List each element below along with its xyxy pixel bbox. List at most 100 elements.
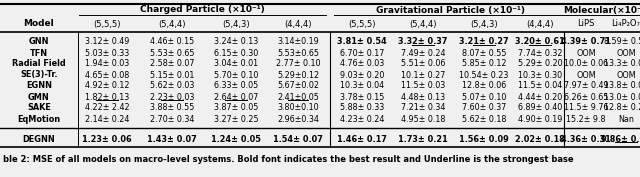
Text: 6.15± 0.30: 6.15± 0.30 xyxy=(214,48,258,58)
Text: 10.1± 0.27: 10.1± 0.27 xyxy=(401,70,445,79)
Text: 5.70± 0.10: 5.70± 0.10 xyxy=(214,70,258,79)
Text: 7.49± 0.24: 7.49± 0.24 xyxy=(401,48,445,58)
Text: 4.44± 0.20: 4.44± 0.20 xyxy=(518,93,562,101)
Text: 3.12± 0.49: 3.12± 0.49 xyxy=(85,38,129,47)
Text: 6.89± 0.40: 6.89± 0.40 xyxy=(518,104,562,113)
Text: (5,5,5): (5,5,5) xyxy=(348,19,376,28)
Text: 9.03± 0.20: 9.03± 0.20 xyxy=(340,70,384,79)
Text: 13.8± 0.04: 13.8± 0.04 xyxy=(604,81,640,90)
Text: 3.88± 0.55: 3.88± 0.55 xyxy=(150,104,194,113)
Text: ble 2: MSE of all models on macro-level systems. Bold font indicates the best re: ble 2: MSE of all models on macro-level … xyxy=(3,155,573,164)
Text: 12.8± 0.06: 12.8± 0.06 xyxy=(462,81,506,90)
Text: 13.0± 0.04: 13.0± 0.04 xyxy=(604,93,640,101)
Text: 2.77± 0.10: 2.77± 0.10 xyxy=(276,59,320,68)
Text: 1.73± 0.21: 1.73± 0.21 xyxy=(398,135,448,144)
Text: 5.29±0.12: 5.29±0.12 xyxy=(277,70,319,79)
Text: 1.82± 0.13: 1.82± 0.13 xyxy=(85,93,129,101)
Text: 4.95± 0.18: 4.95± 0.18 xyxy=(401,115,445,124)
Text: 11.5± 0.04: 11.5± 0.04 xyxy=(518,81,562,90)
Text: 4.36± 0.31: 4.36± 0.31 xyxy=(561,135,611,144)
Text: 2.02± 0.18: 2.02± 0.18 xyxy=(515,135,565,144)
Text: 3.80±0.10: 3.80±0.10 xyxy=(277,104,319,113)
Text: Gravitational Particle (×10⁻¹): Gravitational Particle (×10⁻¹) xyxy=(376,5,525,15)
Text: SE(3)-Tr.: SE(3)-Tr. xyxy=(20,70,58,79)
Text: (4,4,4): (4,4,4) xyxy=(526,19,554,28)
Text: 15.2± 9.8: 15.2± 9.8 xyxy=(566,115,605,124)
Text: 2.70± 0.34: 2.70± 0.34 xyxy=(150,115,194,124)
Text: 2.96±0.34: 2.96±0.34 xyxy=(277,115,319,124)
Text: 2.41±0.05: 2.41±0.05 xyxy=(277,93,319,101)
Text: GNN: GNN xyxy=(29,38,49,47)
Text: 3.24± 0.13: 3.24± 0.13 xyxy=(214,38,258,47)
Text: OOM: OOM xyxy=(616,70,636,79)
Text: 3.04± 0.01: 3.04± 0.01 xyxy=(214,59,258,68)
Text: (5,4,4): (5,4,4) xyxy=(409,19,436,28)
Text: 1.46± 0.17: 1.46± 0.17 xyxy=(337,135,387,144)
Text: 7.97± 0.49: 7.97± 0.49 xyxy=(564,81,608,90)
Text: 1.24± 0.05: 1.24± 0.05 xyxy=(211,135,261,144)
Text: 5.62± 0.03: 5.62± 0.03 xyxy=(150,81,194,90)
Text: (5,4,3): (5,4,3) xyxy=(470,19,498,28)
Text: EqMotion: EqMotion xyxy=(17,115,61,124)
Text: Nan: Nan xyxy=(618,115,634,124)
Text: 5.29± 0.20: 5.29± 0.20 xyxy=(518,59,563,68)
Text: 1.94± 0.03: 1.94± 0.03 xyxy=(85,59,129,68)
Text: 4.46± 0.15: 4.46± 0.15 xyxy=(150,38,194,47)
Text: 6.26± 0.65: 6.26± 0.65 xyxy=(564,93,608,101)
Text: 10.0± 0.06: 10.0± 0.06 xyxy=(564,59,608,68)
Text: 7.21± 0.34: 7.21± 0.34 xyxy=(401,104,445,113)
Text: 2.58± 0.07: 2.58± 0.07 xyxy=(150,59,195,68)
Text: 7.60± 0.37: 7.60± 0.37 xyxy=(462,104,506,113)
Text: 10.3± 0.04: 10.3± 0.04 xyxy=(340,81,384,90)
Text: 5.15± 0.01: 5.15± 0.01 xyxy=(150,70,194,79)
Text: 8.59± 0.51: 8.59± 0.51 xyxy=(604,38,640,47)
Text: 1.43± 0.07: 1.43± 0.07 xyxy=(147,135,197,144)
Text: 7.74± 0.32: 7.74± 0.32 xyxy=(518,48,563,58)
Text: Radial Field: Radial Field xyxy=(12,59,66,68)
Text: 1.54± 0.07: 1.54± 0.07 xyxy=(273,135,323,144)
Text: GMN: GMN xyxy=(28,93,50,101)
Text: 2.64± 0.07: 2.64± 0.07 xyxy=(214,93,258,101)
Text: (5,4,4): (5,4,4) xyxy=(158,19,186,28)
Text: (4,4,4): (4,4,4) xyxy=(284,19,312,28)
Text: OOM: OOM xyxy=(576,70,596,79)
Text: 11.5± 0.03: 11.5± 0.03 xyxy=(401,81,445,90)
Text: Model: Model xyxy=(24,19,54,28)
Text: 8.07± 0.55: 8.07± 0.55 xyxy=(461,48,506,58)
Text: 5.03± 0.33: 5.03± 0.33 xyxy=(85,48,129,58)
Text: 3.21± 0.27: 3.21± 0.27 xyxy=(459,38,509,47)
Text: 4.65± 0.08: 4.65± 0.08 xyxy=(85,70,129,79)
Text: (5,4,3): (5,4,3) xyxy=(222,19,250,28)
Text: 6.33± 0.05: 6.33± 0.05 xyxy=(214,81,258,90)
Text: 3.32± 0.37: 3.32± 0.37 xyxy=(398,38,448,47)
Text: DEGNN: DEGNN xyxy=(22,135,56,144)
Text: 2.23± 0.03: 2.23± 0.03 xyxy=(150,93,194,101)
Text: 5.53± 0.65: 5.53± 0.65 xyxy=(150,48,195,58)
Text: OOM: OOM xyxy=(576,48,596,58)
Text: 12.8± 0.27: 12.8± 0.27 xyxy=(604,104,640,113)
Text: 4.23± 0.24: 4.23± 0.24 xyxy=(340,115,384,124)
Text: 6.70± 0.17: 6.70± 0.17 xyxy=(340,48,384,58)
Text: 5.62± 0.18: 5.62± 0.18 xyxy=(462,115,506,124)
Text: 11.5± 9.76: 11.5± 9.76 xyxy=(564,104,608,113)
Text: SAKE: SAKE xyxy=(27,104,51,113)
Text: 5.85± 0.12: 5.85± 0.12 xyxy=(461,59,506,68)
Text: 4.48± 0.13: 4.48± 0.13 xyxy=(401,93,445,101)
Text: 3.81± 0.54: 3.81± 0.54 xyxy=(337,38,387,47)
Text: EGNN: EGNN xyxy=(26,81,52,90)
Text: 1.56± 0.09: 1.56± 0.09 xyxy=(459,135,509,144)
Text: 4.76± 0.03: 4.76± 0.03 xyxy=(340,59,384,68)
Text: OOM: OOM xyxy=(616,48,636,58)
Text: 5.88± 0.33: 5.88± 0.33 xyxy=(340,104,384,113)
Text: 3.27± 0.25: 3.27± 0.25 xyxy=(214,115,259,124)
Text: 13.3± 0.02: 13.3± 0.02 xyxy=(604,59,640,68)
Text: 3.78± 0.15: 3.78± 0.15 xyxy=(340,93,384,101)
Text: 5.53±0.65: 5.53±0.65 xyxy=(277,48,319,58)
Text: 5.51± 0.06: 5.51± 0.06 xyxy=(401,59,445,68)
Text: 1.23± 0.06: 1.23± 0.06 xyxy=(82,135,132,144)
Text: 4.92± 0.12: 4.92± 0.12 xyxy=(84,81,129,90)
Text: 4.22± 2.42: 4.22± 2.42 xyxy=(84,104,129,113)
Text: 3.20± 0.61: 3.20± 0.61 xyxy=(515,38,565,47)
Text: 5.67±0.02: 5.67±0.02 xyxy=(277,81,319,90)
Text: Li₄P₂O₇: Li₄P₂O₇ xyxy=(612,19,640,28)
